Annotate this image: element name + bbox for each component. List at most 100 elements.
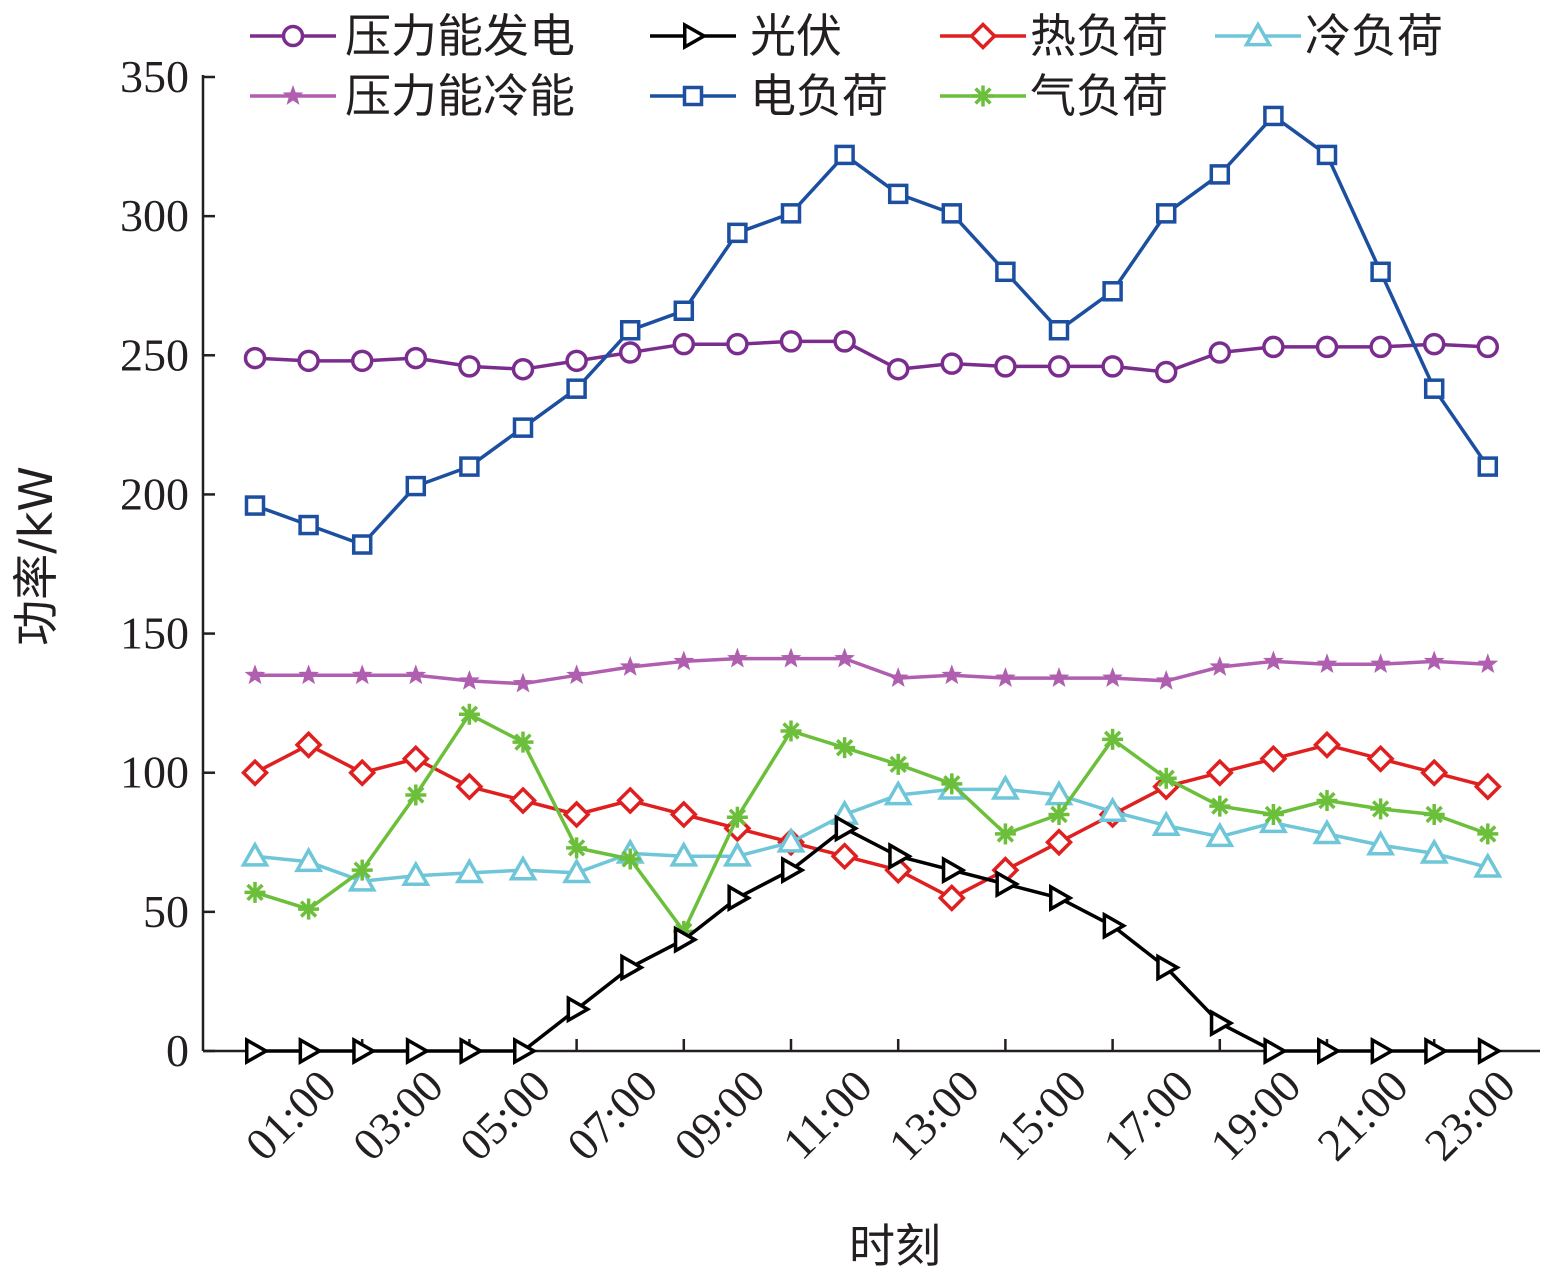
- data-point: [1477, 653, 1499, 674]
- data-point: [298, 898, 320, 920]
- data-point: [1209, 656, 1231, 676]
- data-point: [350, 349, 374, 373]
- series-line: [254, 114, 1490, 547]
- data-point: [780, 720, 802, 742]
- data-point: [1102, 728, 1124, 750]
- data-point: [566, 837, 588, 859]
- data-point: [351, 534, 373, 555]
- x-tick-label: 01:00: [236, 1060, 346, 1170]
- legend-marker: [972, 85, 994, 107]
- data-point: [780, 647, 802, 668]
- data-point: [1423, 803, 1445, 825]
- data-point: [512, 417, 534, 438]
- series-line: [254, 339, 1488, 374]
- legend-item: 气负荷: [940, 69, 1168, 123]
- data-point: [1313, 730, 1341, 759]
- data-point: [727, 647, 748, 668]
- data-point: [1477, 456, 1499, 477]
- x-tick-label: 13:00: [879, 1060, 989, 1170]
- data-point: [941, 664, 963, 685]
- data-point: [620, 953, 645, 982]
- data-point: [511, 357, 535, 381]
- data-point: [244, 881, 266, 903]
- data-point: [454, 857, 484, 884]
- data-point: [1208, 341, 1232, 364]
- data-point: [1155, 203, 1177, 224]
- data-point: [834, 144, 855, 166]
- data-point: [562, 800, 591, 829]
- data-point: [1048, 319, 1070, 341]
- data-point: [459, 1036, 484, 1066]
- legend-label: 气负荷: [1030, 69, 1168, 123]
- data-point: [1317, 1036, 1342, 1066]
- data-point: [887, 753, 909, 775]
- data-point: [405, 664, 427, 685]
- series-2: [241, 730, 1502, 912]
- legend-marker: [682, 85, 704, 107]
- data-point: [298, 664, 319, 685]
- data-point: [1102, 281, 1123, 302]
- data-point: [941, 203, 963, 224]
- data-point: [401, 860, 431, 887]
- data-point: [1473, 852, 1503, 878]
- data-point: [673, 300, 695, 322]
- data-point: [672, 332, 696, 356]
- data-point: [883, 779, 913, 806]
- data-point: [1048, 667, 1070, 687]
- x-tick-label: 17:00: [1093, 1060, 1203, 1170]
- x-tick-label: 19:00: [1200, 1060, 1310, 1170]
- data-point: [566, 378, 587, 399]
- data-point: [405, 1036, 431, 1066]
- data-point: [1155, 767, 1177, 789]
- data-point: [1370, 798, 1392, 820]
- data-point: [781, 856, 806, 885]
- data-point: [565, 349, 588, 373]
- y-tick-label: 350: [120, 51, 189, 102]
- data-point: [1044, 779, 1074, 806]
- data-point: [1262, 803, 1284, 825]
- data-point: [509, 786, 537, 815]
- data-point: [241, 758, 269, 787]
- data-point: [941, 773, 963, 795]
- data-point: [298, 1036, 324, 1066]
- legend-item: 光伏: [650, 9, 842, 63]
- data-point: [1047, 355, 1071, 378]
- y-tick-label: 200: [120, 468, 189, 519]
- data-point: [1312, 818, 1342, 845]
- y-axis-title: 功率/kW: [9, 466, 63, 646]
- data-point: [937, 883, 966, 912]
- axes: 0 50 100 150 200 250 300 350 01:0003:0005:0007:0…: [120, 51, 1540, 1170]
- data-point: [1370, 261, 1391, 283]
- data-point: [1370, 653, 1391, 674]
- x-axis-title: 时刻: [849, 1219, 941, 1273]
- data-point: [240, 841, 270, 867]
- data-point: [727, 883, 752, 912]
- data-point: [294, 730, 323, 759]
- data-point: [508, 855, 538, 881]
- x-tick-label: 07:00: [557, 1060, 667, 1170]
- data-point: [994, 355, 1017, 378]
- data-point: [618, 341, 642, 364]
- y-tick-label: 250: [120, 329, 189, 380]
- data-point: [1155, 669, 1177, 690]
- legend-marker: [1243, 20, 1273, 47]
- data-point: [458, 703, 480, 725]
- data-point: [722, 841, 752, 867]
- data-point: [834, 647, 855, 668]
- y-tick-label: 150: [120, 608, 189, 659]
- data-point: [1476, 335, 1500, 359]
- data-point: [513, 1036, 538, 1066]
- legend-item: 电负荷: [650, 69, 888, 123]
- data-point: [566, 995, 592, 1024]
- y-tick-label: 300: [120, 190, 189, 241]
- data-point: [404, 346, 428, 370]
- data-point: [1102, 911, 1128, 940]
- x-tick-label: 03:00: [343, 1060, 453, 1170]
- data-point: [1048, 803, 1070, 825]
- data-point: [1045, 828, 1073, 857]
- data-point: [1263, 650, 1284, 671]
- data-point: [887, 667, 909, 687]
- series-0: [243, 330, 1500, 384]
